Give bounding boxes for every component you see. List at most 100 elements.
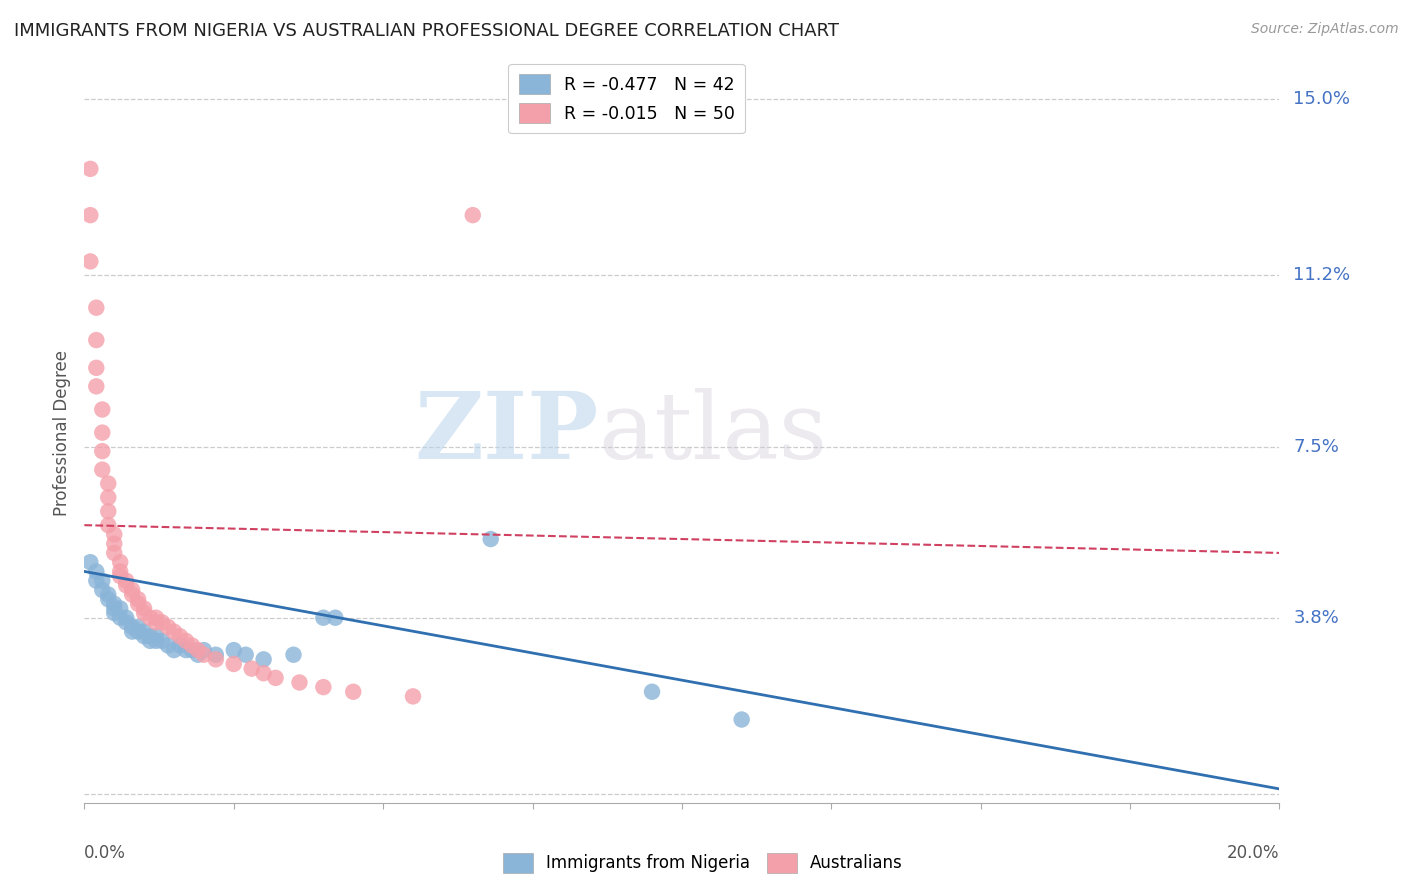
- Point: [193, 648, 215, 662]
- Point: [150, 615, 173, 630]
- Point: [187, 643, 209, 657]
- Point: [110, 601, 132, 615]
- Point: [127, 597, 149, 611]
- Point: [132, 601, 156, 615]
- Point: [121, 588, 143, 602]
- Point: [222, 643, 245, 657]
- Text: IMMIGRANTS FROM NIGERIA VS AUSTRALIAN PROFESSIONAL DEGREE CORRELATION CHART: IMMIGRANTS FROM NIGERIA VS AUSTRALIAN PR…: [14, 22, 839, 40]
- Point: [174, 643, 197, 657]
- Point: [79, 555, 101, 569]
- Point: [461, 208, 484, 222]
- Text: Source: ZipAtlas.com: Source: ZipAtlas.com: [1251, 22, 1399, 37]
- Text: atlas: atlas: [599, 388, 828, 477]
- Point: [91, 574, 114, 588]
- Point: [222, 657, 245, 671]
- Point: [235, 648, 257, 662]
- Y-axis label: Professional Degree: Professional Degree: [53, 350, 72, 516]
- Point: [132, 606, 156, 620]
- Point: [97, 504, 120, 518]
- Point: [115, 578, 138, 592]
- Point: [240, 662, 263, 676]
- Point: [641, 685, 664, 699]
- Point: [103, 597, 125, 611]
- Point: [86, 565, 108, 579]
- Point: [145, 610, 167, 624]
- Point: [121, 624, 143, 639]
- Point: [731, 713, 754, 727]
- Point: [97, 588, 120, 602]
- Text: 3.8%: 3.8%: [1294, 608, 1339, 627]
- Point: [253, 652, 276, 666]
- Point: [157, 639, 180, 653]
- Point: [283, 648, 305, 662]
- Point: [132, 624, 156, 639]
- Point: [110, 610, 132, 624]
- Point: [157, 620, 180, 634]
- Point: [91, 462, 114, 476]
- Point: [193, 643, 215, 657]
- Point: [110, 555, 132, 569]
- Point: [342, 685, 364, 699]
- Point: [163, 624, 186, 639]
- Point: [103, 546, 125, 560]
- Point: [86, 360, 108, 375]
- Point: [115, 610, 138, 624]
- Text: 15.0%: 15.0%: [1294, 90, 1350, 109]
- Point: [103, 527, 125, 541]
- Point: [127, 620, 149, 634]
- Point: [288, 675, 311, 690]
- Point: [479, 532, 502, 546]
- Point: [79, 161, 101, 176]
- Text: 20.0%: 20.0%: [1227, 844, 1279, 862]
- Text: 11.2%: 11.2%: [1294, 267, 1351, 285]
- Point: [187, 648, 209, 662]
- Point: [205, 652, 228, 666]
- Point: [103, 606, 125, 620]
- Point: [139, 633, 162, 648]
- Point: [91, 582, 114, 597]
- Point: [97, 491, 120, 505]
- Point: [86, 301, 108, 315]
- Point: [253, 666, 276, 681]
- Point: [169, 639, 191, 653]
- Point: [97, 476, 120, 491]
- Text: ZIP: ZIP: [413, 388, 599, 477]
- Point: [139, 610, 162, 624]
- Point: [145, 633, 167, 648]
- Point: [145, 629, 167, 643]
- Point: [181, 639, 204, 653]
- Point: [132, 629, 156, 643]
- Point: [139, 629, 162, 643]
- Point: [86, 333, 108, 347]
- Point: [127, 592, 149, 607]
- Point: [115, 574, 138, 588]
- Point: [91, 425, 114, 440]
- Point: [110, 565, 132, 579]
- Point: [312, 680, 335, 694]
- Point: [174, 633, 197, 648]
- Text: 7.5%: 7.5%: [1294, 437, 1340, 456]
- Point: [121, 582, 143, 597]
- Point: [402, 690, 425, 704]
- Point: [97, 592, 120, 607]
- Point: [145, 615, 167, 630]
- Point: [97, 518, 120, 533]
- Point: [127, 624, 149, 639]
- Point: [312, 610, 335, 624]
- Point: [169, 629, 191, 643]
- Point: [325, 610, 347, 624]
- Point: [86, 379, 108, 393]
- Point: [121, 620, 143, 634]
- Point: [103, 536, 125, 550]
- Point: [205, 648, 228, 662]
- Legend: Immigrants from Nigeria, Australians: Immigrants from Nigeria, Australians: [496, 847, 910, 880]
- Point: [91, 444, 114, 458]
- Point: [91, 402, 114, 417]
- Point: [115, 615, 138, 630]
- Point: [79, 208, 101, 222]
- Point: [163, 643, 186, 657]
- Point: [264, 671, 287, 685]
- Point: [150, 633, 173, 648]
- Point: [103, 601, 125, 615]
- Point: [86, 574, 108, 588]
